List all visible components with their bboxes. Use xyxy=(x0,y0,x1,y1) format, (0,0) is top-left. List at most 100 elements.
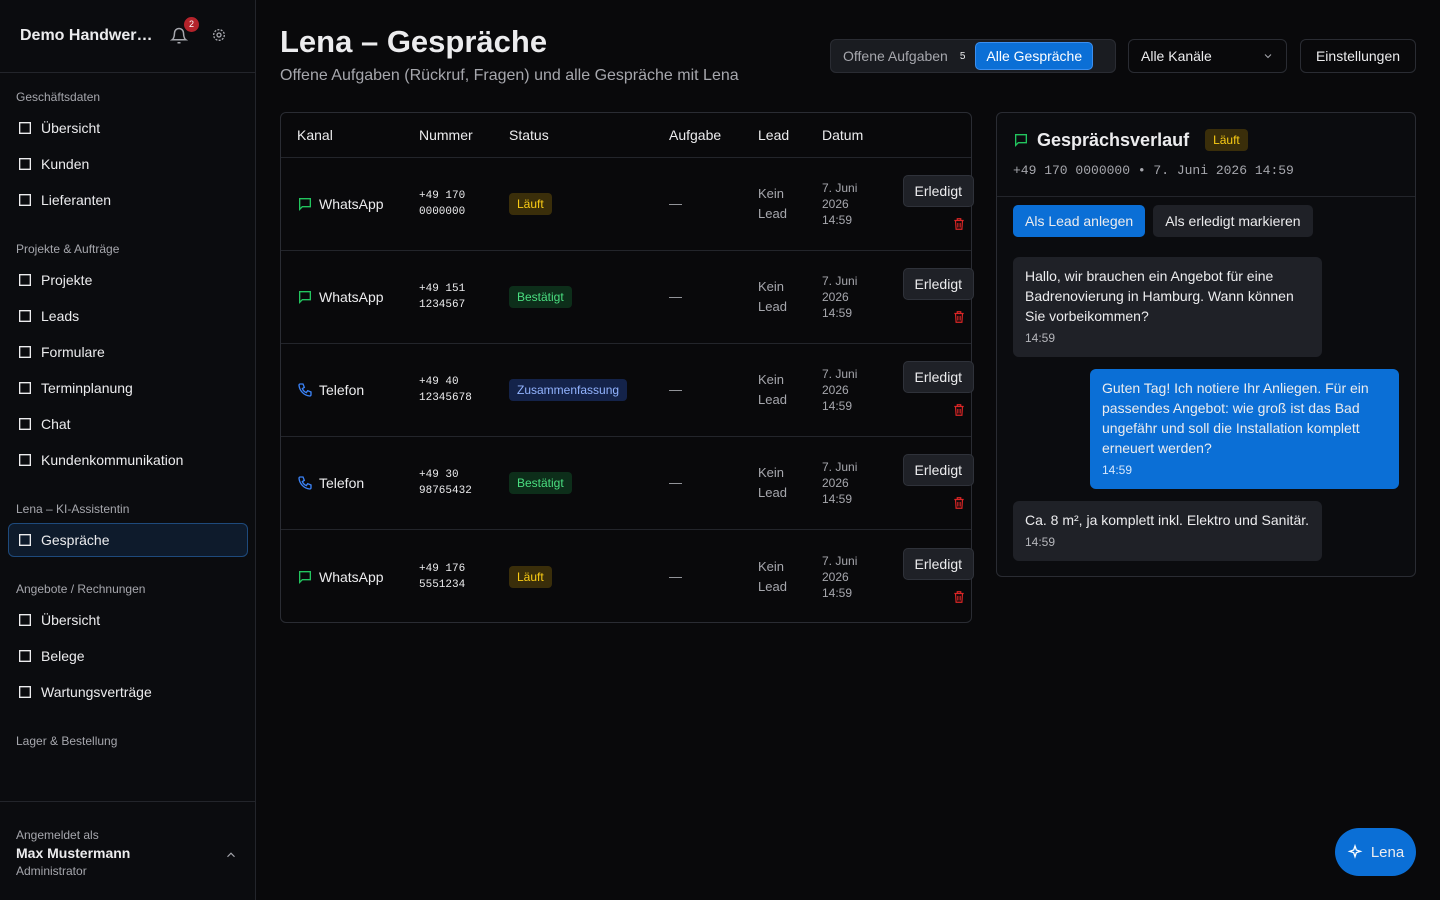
nav-item[interactable]: Lieferanten xyxy=(8,183,248,217)
icon xyxy=(19,122,31,134)
lead: Kein Lead xyxy=(758,186,787,221)
channel-label: WhatsApp xyxy=(319,289,384,305)
delete-icon[interactable] xyxy=(952,310,966,324)
status-cell: Zusammenfassung xyxy=(509,379,669,401)
section-title: Geschäftsdaten xyxy=(16,90,101,104)
nav-item[interactable]: Formulare xyxy=(8,335,248,369)
nav-label: Leads xyxy=(41,308,80,324)
delete-icon[interactable] xyxy=(952,403,966,417)
table-row[interactable]: WhatsApp +49 170 0000000 Läuft — Kein Lead 7.… xyxy=(281,158,974,251)
task: — xyxy=(669,382,682,397)
delete-icon[interactable] xyxy=(952,496,966,510)
lead: Kein Lead xyxy=(758,558,787,594)
number: +49 176 5551234 xyxy=(419,562,466,591)
column-header: Kanal xyxy=(297,127,333,143)
done-button[interactable]: Erledigt xyxy=(902,547,974,580)
icon xyxy=(298,476,312,490)
button[interactable]: Als Lead anlegen xyxy=(1013,205,1146,237)
user-name: Max Mustermann xyxy=(16,845,131,861)
button[interactable]: Als erledigt markieren xyxy=(1153,205,1313,237)
nav-item[interactable]: Belege xyxy=(8,639,248,673)
user[interactable]: Angemeldet als Max Mustermann Administra… xyxy=(16,828,130,878)
icon xyxy=(19,274,31,286)
channel: WhatsApp xyxy=(297,289,419,305)
message: Guten Tag! Ich notiere Ihr Anliegen. Für… xyxy=(1090,369,1399,489)
table-row[interactable]: Telefon +49 30 98765432 Bestätigt — Kein Lea… xyxy=(281,437,974,530)
channel-label: WhatsApp xyxy=(319,196,384,212)
select-label: Alle Kanäle xyxy=(1141,48,1212,64)
table-row[interactable]: WhatsApp +49 176 5551234 Läuft — Kein Lead 7.… xyxy=(281,530,974,623)
nav-item[interactable]: Projekte xyxy=(8,263,248,297)
delete-icon[interactable] xyxy=(952,217,966,231)
page-subtitle: Offene Aufgaben (Rückruf, Fragen) und al… xyxy=(280,67,739,84)
table: Kanal Nummer Status Aufgabe Lead Datum WhatsAp… xyxy=(280,112,974,623)
channel-label: Telefon xyxy=(319,475,365,491)
bell-icon[interactable] xyxy=(170,27,188,45)
date: 7. Juni 2026 14:59 xyxy=(822,367,858,413)
nav-item[interactable]: Übersicht xyxy=(8,603,248,637)
detail-actions: Als Lead anlegen Als erledigt markieren xyxy=(997,197,1415,245)
lena-button[interactable]: Lena xyxy=(1335,828,1416,876)
done-button[interactable]: Erledigt xyxy=(902,454,974,486)
column-header: Nummer xyxy=(419,127,473,143)
lead: Kein Lead xyxy=(758,465,787,500)
settings-button[interactable]: Einstellungen xyxy=(1300,39,1416,73)
message-time: 14:59 xyxy=(1102,463,1133,477)
detail-header: Gesprächsverlauf Läuft +49 170 0000000 • … xyxy=(997,113,1415,197)
actions: Erledigt xyxy=(898,361,974,417)
tab[interactable]: Offene Aufgaben 5 xyxy=(833,42,975,70)
status-cell: Bestätigt xyxy=(509,286,669,308)
message-time: 14:59 xyxy=(1025,331,1056,345)
message: Ca. 8 m², ja komplett inkl. Elektro und … xyxy=(1013,501,1322,561)
message-text: Hallo, wir brauchen ein Angebot für eine… xyxy=(1025,268,1294,324)
actions: Erledigt xyxy=(898,454,974,510)
actions: Erledigt xyxy=(898,547,974,604)
nav-label: Übersicht xyxy=(41,120,101,136)
message: Hallo, wir brauchen ein Angebot für eine… xyxy=(1013,257,1322,357)
tab[interactable]: Alle Gespräche xyxy=(975,42,1094,70)
task: — xyxy=(669,475,682,490)
spacer xyxy=(8,479,248,500)
number: +49 40 12345678 xyxy=(419,376,472,404)
done-button[interactable]: Erledigt xyxy=(902,361,974,393)
channel-label: Telefon xyxy=(319,382,365,398)
task: — xyxy=(669,289,682,304)
spacer xyxy=(8,711,248,732)
nav-label: Formulare xyxy=(41,344,105,360)
channel-select[interactable]: Alle Kanäle xyxy=(1128,39,1287,73)
nav-item[interactable]: Gespräche xyxy=(8,523,248,557)
status-badge: Bestätigt xyxy=(509,472,572,494)
channel-label: WhatsApp xyxy=(319,568,384,585)
column-header: Aufgabe xyxy=(669,127,722,143)
chat-icon xyxy=(1015,134,1027,147)
table-header: Kanal Nummer Status Aufgabe Lead Datum xyxy=(281,113,971,158)
spacer xyxy=(8,219,248,240)
nav-item[interactable]: Kundenkommunikation xyxy=(8,443,248,477)
section-title: Angebote / Rechnungen xyxy=(16,582,146,596)
table-row[interactable]: WhatsApp +49 151 1234567 Bestätigt — Kein Le… xyxy=(281,251,974,344)
nav-label: Gespräche xyxy=(41,532,110,548)
settings-icon[interactable] xyxy=(211,27,227,43)
nav-item[interactable]: Kunden xyxy=(8,147,248,181)
status-cell: Läuft xyxy=(509,565,669,588)
number: +49 30 98765432 xyxy=(419,469,472,497)
table-row[interactable]: Telefon +49 40 12345678 Zusammenfassung — Ke… xyxy=(281,344,974,437)
delete-icon[interactable] xyxy=(952,590,966,604)
brand: Demo Handwer… xyxy=(20,27,153,44)
nav-item[interactable]: Terminplanung xyxy=(8,371,248,405)
tab-count: 5 xyxy=(959,50,966,62)
sparkle-icon xyxy=(1347,844,1363,859)
icon xyxy=(19,382,31,394)
status-badge: Bestätigt xyxy=(509,286,572,308)
nav-label: Wartungsverträge xyxy=(41,684,152,700)
nav-item[interactable]: Chat xyxy=(8,407,248,441)
nav-label: Chat xyxy=(41,416,71,432)
divider xyxy=(0,72,256,73)
nav-item[interactable]: Wartungsverträge xyxy=(8,675,248,709)
done-button[interactable]: Erledigt xyxy=(902,175,974,207)
nav-item[interactable]: Übersicht xyxy=(8,111,248,145)
nav-item[interactable]: Leads xyxy=(8,299,248,333)
section-title: Lena – KI-Assistentin xyxy=(16,502,130,516)
done-button[interactable]: Erledigt xyxy=(902,268,974,300)
task: — xyxy=(669,196,682,211)
